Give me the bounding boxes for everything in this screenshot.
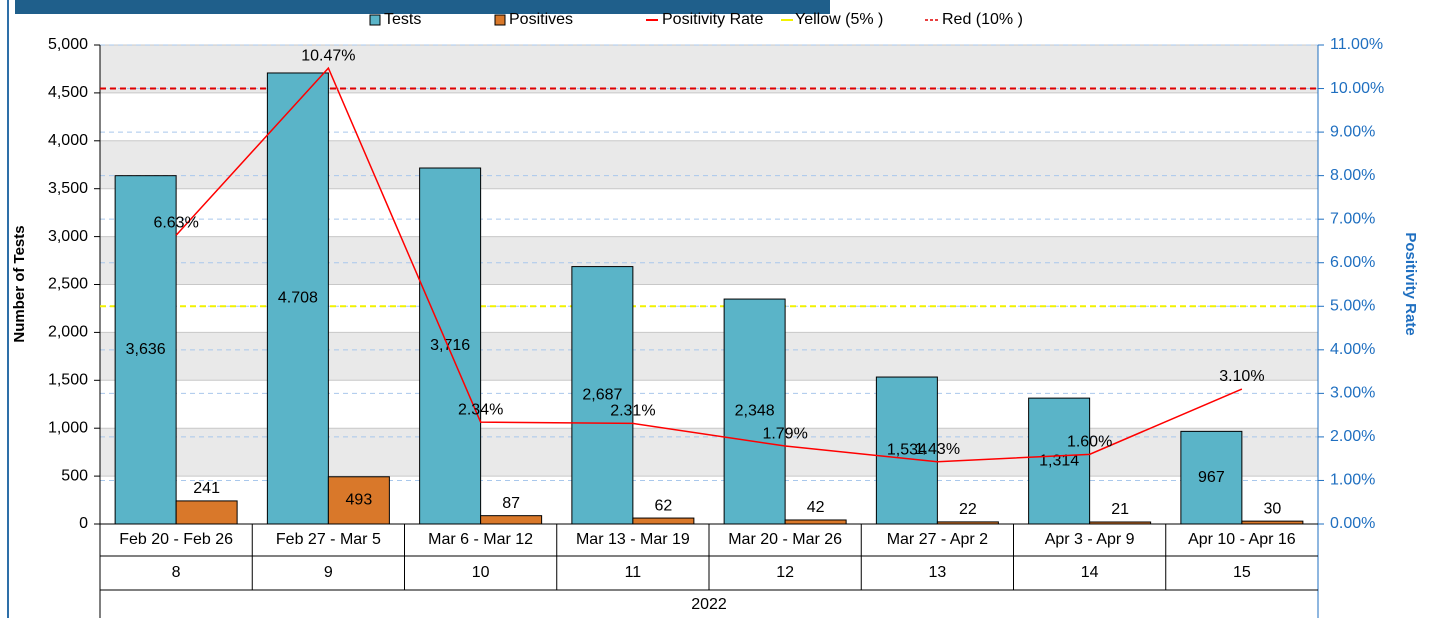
y-tick-label: 5,000 bbox=[48, 36, 88, 53]
y2-tick-label: 10.00% bbox=[1330, 80, 1384, 97]
value-label: 4.708 bbox=[278, 290, 318, 307]
y-tick-label: 1,000 bbox=[48, 419, 88, 436]
rate-label: 6.63% bbox=[153, 215, 198, 232]
bar-tests bbox=[266, 72, 329, 525]
y-axis-title: Number of Tests bbox=[11, 225, 28, 342]
x-tick-label: Mar 27 - Apr 2 bbox=[887, 531, 988, 548]
week-label: 12 bbox=[776, 564, 794, 581]
y2-tick-label: 11.00% bbox=[1330, 36, 1383, 53]
value-label: 87 bbox=[502, 495, 520, 512]
y2-tick-label: 6.00% bbox=[1330, 254, 1375, 271]
y2-tick-label: 1.00% bbox=[1330, 472, 1375, 489]
rate-label: 3.10% bbox=[1219, 368, 1264, 385]
week-label: 14 bbox=[1081, 564, 1099, 581]
x-tick-label: Mar 6 - Mar 12 bbox=[428, 531, 533, 548]
value-label: 42 bbox=[807, 499, 825, 516]
y2-tick-label: 0.00% bbox=[1330, 515, 1375, 532]
legend-label: Positives bbox=[509, 11, 573, 28]
rate-label: 1.60% bbox=[1067, 434, 1112, 451]
rate-label: 10.47% bbox=[301, 47, 355, 64]
value-label: 30 bbox=[1263, 500, 1281, 517]
value-label: 3,636 bbox=[126, 341, 166, 358]
y2-tick-label: 3.00% bbox=[1330, 385, 1375, 402]
y2-tick-label: 2.00% bbox=[1330, 428, 1375, 445]
week-label: 11 bbox=[625, 564, 642, 581]
bar-positives bbox=[175, 500, 238, 525]
y2-tick-label: 4.00% bbox=[1330, 341, 1375, 358]
legend-swatch bbox=[369, 14, 381, 26]
rate-label: 1.79% bbox=[762, 425, 807, 442]
legend-label: Tests bbox=[384, 11, 421, 28]
y-tick-label: 500 bbox=[61, 467, 88, 484]
x-tick-label: Mar 13 - Mar 19 bbox=[576, 531, 690, 548]
value-label: 2,687 bbox=[582, 387, 622, 404]
y-tick-label: 2,500 bbox=[48, 276, 88, 293]
bar-tests bbox=[1028, 397, 1091, 525]
rate-label: 2.31% bbox=[610, 403, 655, 420]
value-label: 3,716 bbox=[430, 337, 470, 354]
value-label: 241 bbox=[193, 480, 220, 497]
y2-tick-label: 9.00% bbox=[1330, 123, 1375, 140]
week-label: 9 bbox=[324, 564, 333, 581]
legend-label: Red (10% ) bbox=[942, 11, 1023, 28]
bar-positives bbox=[327, 476, 390, 525]
x-tick-label: Mar 20 - Mar 26 bbox=[728, 531, 842, 548]
legend-label: Yellow (5% ) bbox=[795, 11, 883, 28]
value-label: 2,348 bbox=[735, 403, 775, 420]
rate-line bbox=[175, 66, 1243, 463]
x-tick-label: Feb 20 - Feb 26 bbox=[119, 531, 233, 548]
week-label: 15 bbox=[1233, 564, 1251, 581]
y2-axis-title: Positivity Rate bbox=[1402, 232, 1419, 335]
legend-label: Positivity Rate bbox=[662, 11, 763, 28]
week-label: 10 bbox=[472, 564, 490, 581]
bar-positives bbox=[632, 517, 695, 525]
bar-tests bbox=[723, 298, 786, 525]
value-label: 62 bbox=[654, 497, 672, 514]
y-tick-label: 4,000 bbox=[48, 132, 88, 149]
x-tick-label: Apr 3 - Apr 9 bbox=[1045, 531, 1135, 548]
bar-tests bbox=[571, 266, 634, 525]
y2-tick-label: 8.00% bbox=[1330, 167, 1375, 184]
y2-tick-label: 7.00% bbox=[1330, 210, 1375, 227]
y-tick-label: 1,500 bbox=[48, 372, 88, 389]
y-tick-label: 3,500 bbox=[48, 180, 88, 197]
rate-label: 2.34% bbox=[458, 401, 503, 418]
value-label: 493 bbox=[346, 492, 373, 509]
y-tick-label: 3,000 bbox=[48, 228, 88, 245]
rate-label: 1.43% bbox=[915, 441, 960, 458]
legend-swatch bbox=[494, 14, 506, 26]
bar-tests bbox=[1180, 430, 1243, 525]
bar-tests bbox=[114, 175, 177, 525]
title-bar bbox=[15, 0, 830, 14]
year-label: 2022 bbox=[691, 596, 727, 613]
y-tick-label: 4,500 bbox=[48, 84, 88, 101]
bar-positives bbox=[784, 519, 847, 525]
bar-tests bbox=[419, 167, 482, 525]
bar-positives bbox=[480, 515, 543, 525]
x-tick-label: Feb 27 - Mar 5 bbox=[276, 531, 381, 548]
y-tick-label: 2,000 bbox=[48, 324, 88, 341]
x-tick-label: Apr 10 - Apr 16 bbox=[1188, 531, 1296, 548]
y-tick-label: 0 bbox=[79, 515, 88, 532]
y2-tick-label: 5.00% bbox=[1330, 297, 1375, 314]
week-label: 8 bbox=[172, 564, 181, 581]
value-label: 21 bbox=[1111, 501, 1129, 518]
value-label: 967 bbox=[1198, 469, 1225, 486]
value-label: 1,534 bbox=[887, 442, 927, 459]
week-label: 13 bbox=[928, 564, 946, 581]
value-label: 22 bbox=[959, 501, 977, 518]
